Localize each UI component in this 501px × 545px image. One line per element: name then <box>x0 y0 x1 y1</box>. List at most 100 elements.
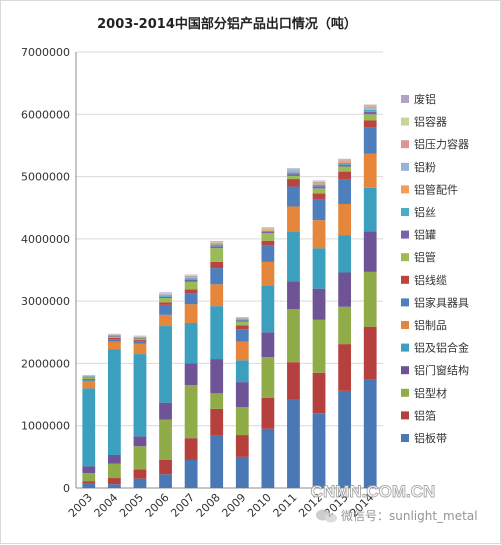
bar-segment <box>185 385 198 438</box>
bar-segment <box>134 479 147 488</box>
bar-segment <box>236 435 249 457</box>
legend-swatch <box>401 276 409 284</box>
bar-segment <box>82 377 95 378</box>
bar-stack-2003 <box>82 375 95 488</box>
bar-segment <box>261 230 274 231</box>
y-tick-label: 2000000 <box>21 357 70 370</box>
bar-segment <box>338 391 351 488</box>
bar-segment <box>210 306 223 359</box>
bar-segment <box>313 182 326 183</box>
legend-swatch <box>401 118 409 126</box>
legend-item: 铝管配件 <box>401 182 458 196</box>
y-tick-label: 3000000 <box>21 295 70 308</box>
bar-segment <box>185 277 198 278</box>
bar-segment <box>261 357 274 397</box>
bar-segment <box>108 337 121 338</box>
legend-label: 铝线缆 <box>414 273 447 287</box>
legend-item: 铝罐 <box>401 228 436 242</box>
bar-segment <box>313 183 326 184</box>
bar-segment <box>210 241 223 242</box>
x-tick-label: 2008 <box>194 491 223 520</box>
bar-segment <box>338 307 351 344</box>
legend-label: 铝板带 <box>414 431 447 445</box>
bar-segment <box>185 282 198 289</box>
bar-segment <box>210 244 223 245</box>
x-tick-label: 2005 <box>117 491 146 520</box>
bar-segment <box>261 429 274 488</box>
bar-segment <box>364 107 377 108</box>
x-tick-label: 2007 <box>168 491 197 520</box>
legend-label: 铝罐 <box>414 228 436 242</box>
bar-segment <box>185 363 198 385</box>
legend-item: 铝丝 <box>401 205 436 219</box>
bar-segment <box>287 400 300 488</box>
legend-item: 铝家具器具 <box>401 295 469 309</box>
legend-item: 废铝 <box>401 92 436 106</box>
bar-segment <box>338 172 351 179</box>
bar-segment <box>159 292 172 293</box>
legend-swatch <box>401 185 409 193</box>
bar-segment <box>134 343 147 354</box>
bar-segment <box>108 455 121 464</box>
bar-segment <box>185 277 198 278</box>
y-tick-label: 5000000 <box>21 171 70 184</box>
legend-item: 铝粉 <box>401 160 436 174</box>
bar-segment <box>210 409 223 435</box>
bar-segment <box>185 323 198 363</box>
legend-label: 铝型材 <box>414 386 447 400</box>
legend-swatch <box>401 411 409 419</box>
legend-swatch <box>401 231 409 239</box>
bar-segment <box>210 242 223 243</box>
bar-segment <box>236 457 249 488</box>
bar-segment <box>134 469 147 478</box>
bar-segment <box>313 185 326 187</box>
legend-label: 废铝 <box>414 92 436 106</box>
legend-item: 铝及铝合金 <box>401 341 469 355</box>
bar-segment <box>185 304 198 323</box>
bar-segment <box>134 354 147 436</box>
bar-segment <box>134 436 147 446</box>
bar-segment <box>313 181 326 182</box>
bar-segment <box>82 388 95 466</box>
bar-segment <box>210 359 223 393</box>
legend-swatch <box>401 321 409 329</box>
bar-segment <box>108 338 121 339</box>
bar-segment <box>364 272 377 327</box>
bar-stack-2012 <box>313 181 326 488</box>
bar-segment <box>313 373 326 413</box>
bar-segment <box>159 302 172 304</box>
bar-segment <box>261 229 274 230</box>
bar-segment <box>159 474 172 488</box>
legend-swatch <box>401 163 409 171</box>
x-tick-label: 2010 <box>245 491 274 520</box>
bar-segment <box>236 320 249 321</box>
bar-segment <box>313 193 326 199</box>
legend-swatch <box>401 434 409 442</box>
bar-segment <box>108 349 121 455</box>
bar-segment <box>236 382 249 407</box>
bar-segment <box>338 162 351 163</box>
bar-segment <box>313 248 326 288</box>
bar-segment <box>261 229 274 230</box>
legend-label: 铝箔 <box>414 408 436 422</box>
bar-segment <box>364 106 377 107</box>
bar-segment <box>287 169 300 170</box>
bar-segment <box>210 262 223 268</box>
chart-title: 2003-2014中国部分铝产品出口情况（吨） <box>97 16 357 32</box>
bar-segment <box>108 484 121 488</box>
bar-segment <box>159 294 172 295</box>
bar-segment <box>364 231 377 271</box>
bar-segment <box>108 339 121 341</box>
legend-item: 铝板带 <box>401 431 447 445</box>
bar-segment <box>82 466 95 473</box>
bar-segment <box>185 278 198 280</box>
bar-segment <box>210 248 223 262</box>
bar-segment <box>364 121 377 128</box>
bar-segment <box>364 110 377 112</box>
bar-segment <box>287 231 300 281</box>
y-tick-label: 7000000 <box>21 46 70 59</box>
bar-segment <box>261 246 274 262</box>
bar-segment <box>159 419 172 459</box>
bar-segment <box>338 159 351 160</box>
bar-stack-2008 <box>210 241 223 488</box>
